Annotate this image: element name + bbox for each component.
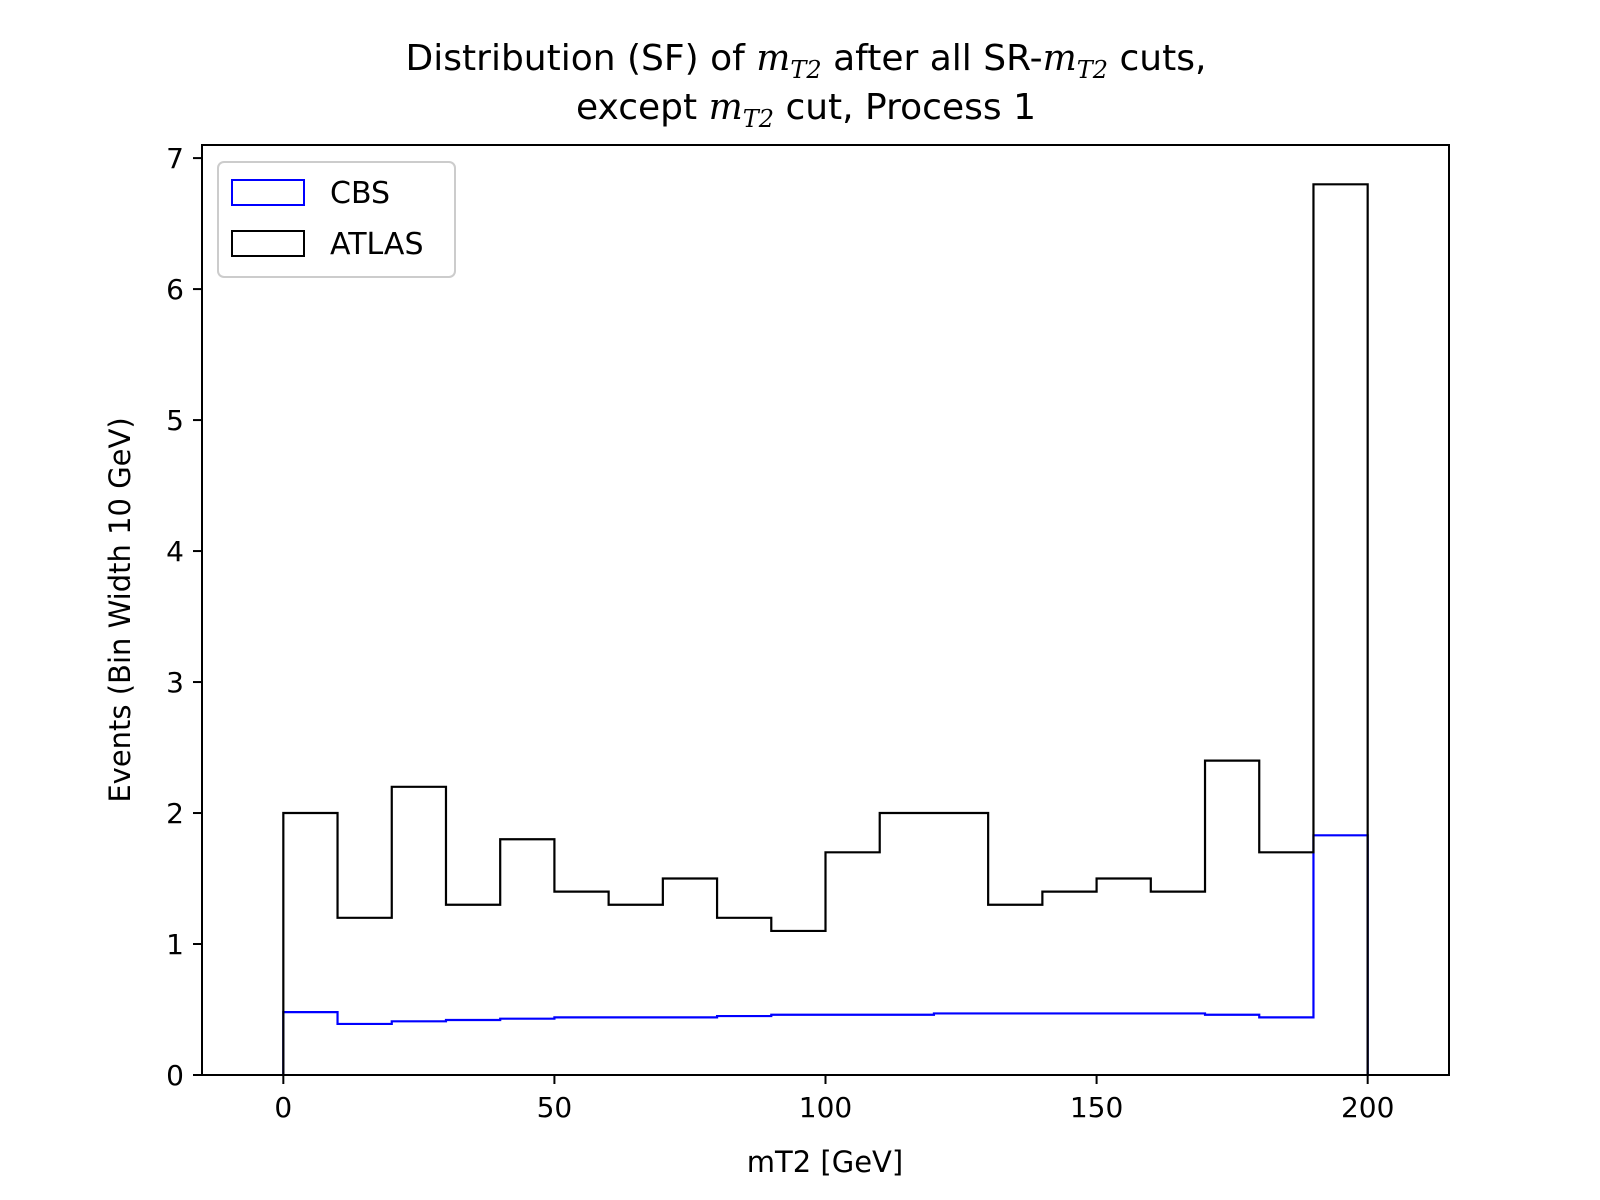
- plot-area-frame: [201, 144, 1450, 1076]
- x-axis-label: mT2 [GeV]: [747, 1145, 903, 1179]
- y-tick-label: 7: [166, 142, 184, 175]
- legend-label-cbs: CBS: [330, 176, 390, 211]
- y-tick-label: 0: [166, 1059, 184, 1092]
- x-axis-ticks: 0 50 100 150 200: [274, 1075, 1394, 1124]
- legend-box: [217, 161, 456, 278]
- x-tick-label: 200: [1341, 1091, 1394, 1124]
- y-tick-label: 5: [166, 404, 184, 437]
- y-tick-label: 3: [166, 666, 184, 699]
- y-axis-ticks: 0 1 2 3 4 5 6 7: [166, 142, 202, 1092]
- x-tick-label: 50: [537, 1091, 573, 1124]
- series-step-cbs: [282, 834, 1369, 1075]
- y-tick-label: 4: [166, 535, 184, 568]
- x-tick-label: 150: [1070, 1091, 1123, 1124]
- legend-label-atlas: ATLAS: [330, 227, 424, 262]
- chart-title-line2: except mT2 cut, Process 1: [576, 87, 1036, 133]
- series-layer: [282, 183, 1369, 1075]
- legend-swatch-cbs: [231, 179, 305, 206]
- series-step-atlas: [282, 183, 1369, 1075]
- y-tick-label: 2: [166, 797, 184, 830]
- y-axis-label: Events (Bin Width 10 GeV): [103, 417, 137, 802]
- chart-title-line1: Distribution (SF) of mT2 after all SR-mT…: [406, 38, 1207, 84]
- x-tick-label: 100: [799, 1091, 852, 1124]
- legend: CBS ATLAS: [217, 161, 456, 278]
- y-tick-label: 6: [166, 273, 184, 306]
- y-tick-label: 1: [166, 928, 184, 961]
- legend-swatch-atlas: [231, 230, 305, 257]
- x-tick-label: 0: [274, 1091, 292, 1124]
